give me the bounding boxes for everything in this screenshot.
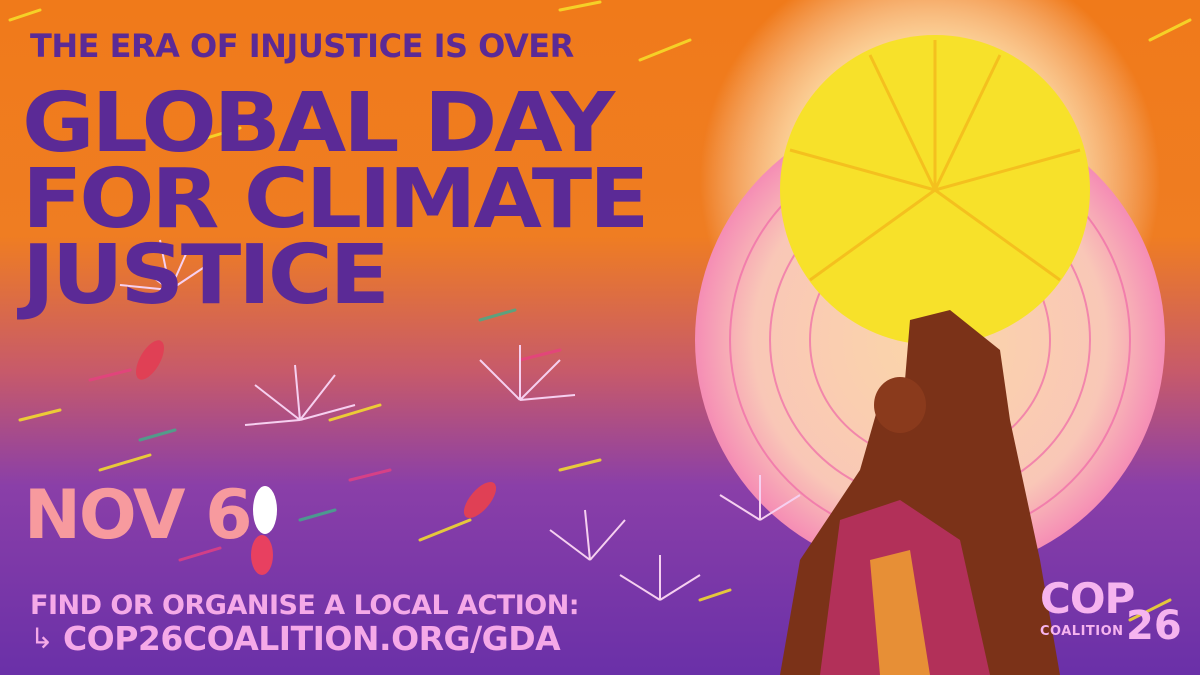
logo-coalition: COALITION (1040, 624, 1124, 639)
call-to-action: FIND OR ORGANISE A LOCAL ACTION: (30, 590, 580, 621)
headline: GLOBAL DAY FOR CLIMATE JUSTICE (22, 76, 649, 323)
kicker-text: THE ERA OF INJUSTICE IS OVER (30, 27, 574, 65)
headline-line-1: GLOBAL DAY (22, 76, 615, 171)
event-date: NOV 6 (24, 476, 253, 555)
arrow-return-right-icon: ↳ (30, 621, 53, 655)
logo-number: 26 (1126, 603, 1182, 649)
website-link[interactable]: ↳ COP26COALITION.ORG/GDA (30, 619, 561, 658)
headline-line-2: FOR CLIMATE (22, 152, 649, 247)
website-url[interactable]: COP26COALITION.ORG/GDA (62, 619, 561, 658)
cop26-coalition-logo: COP COALITION 26 (1040, 574, 1182, 647)
logo-cop: COP (1040, 574, 1135, 623)
headline-line-3: JUSTICE (22, 228, 390, 323)
